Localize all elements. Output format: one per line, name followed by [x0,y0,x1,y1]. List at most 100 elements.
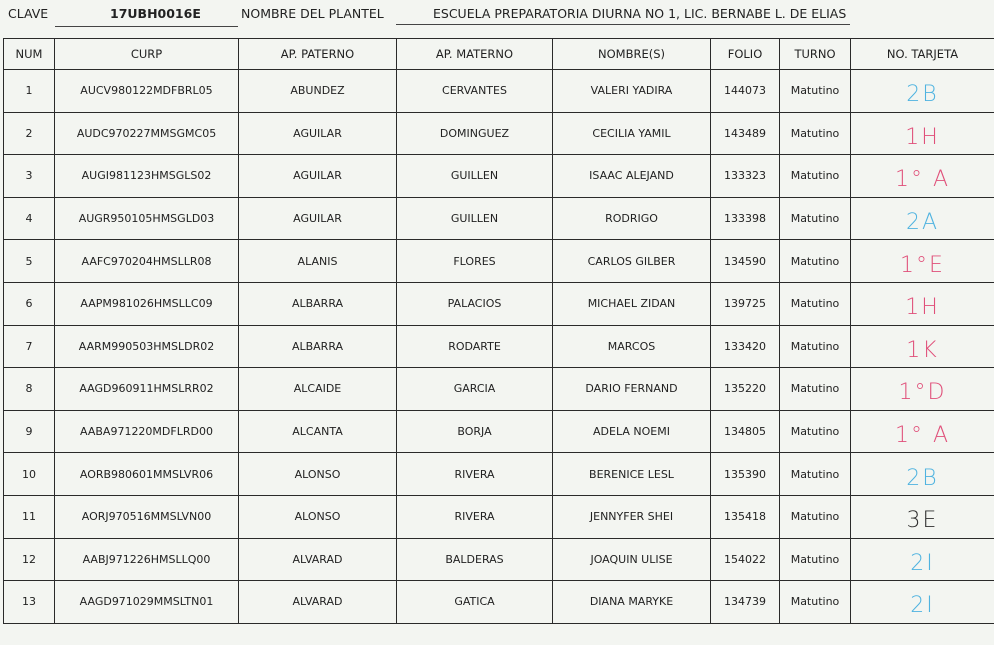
cell-turno: Matutino [779,452,851,496]
cell-paterno: ALVARAD [238,537,397,582]
table-row: 7 AARM990503HMSLDR02 ALBARRA RODARTE MARCOS 1… [3,324,994,369]
cell-curp: AAGD960911HMSLRR02 [54,367,239,411]
table-row: 3 AUGI981123HMSGLS02 AGUILAR GUILLEN ISAAC A… [3,154,994,198]
cell-folio: 144073 [710,69,780,113]
cell-tarjeta: 2B [850,452,994,496]
cell-turno: Matutino [779,367,851,411]
cell-folio: 133398 [710,196,780,241]
cell-nombre: MARCOS [552,324,711,369]
cell-curp: AORJ970516MMSLVN00 [54,494,239,539]
cell-materno: GATICA [396,580,553,624]
col-header-folio: FOLIO [710,38,780,70]
cell-paterno: ALCANTA [238,409,397,454]
col-header-curp: CURP [54,38,239,70]
cell-tarjeta: 1° A [850,154,994,198]
cell-paterno: ALBARRA [238,281,397,326]
cell-materno: RIVERA [396,452,553,496]
cell-curp: AABA971220MDFLRD00 [54,409,239,454]
handwritten-tarjeta: 1°D [898,380,947,406]
cell-paterno: AGUILAR [238,111,397,156]
col-header-tarjeta: NO. TARJETA [850,38,994,70]
cell-num: 9 [3,409,55,454]
cell-folio: 139725 [710,281,780,326]
cell-folio: 135220 [710,367,780,411]
cell-materno: GUILLEN [396,196,553,241]
cell-nombre: DARIO FERNAND [552,367,711,411]
cell-paterno: ALONSO [238,452,397,496]
cell-materno: RIVERA [396,494,553,539]
cell-nombre: CARLOS GILBER [552,239,711,283]
cell-folio: 135390 [710,452,780,496]
cell-num: 7 [3,324,55,369]
cell-curp: AAPM981026HMSLLC09 [54,281,239,326]
table-row: 8 AAGD960911HMSLRR02 ALCAIDE GARCIA DARIO FE… [3,367,994,411]
clave-value: 17UBH0016E [110,6,201,21]
col-header-materno: AP. MATERNO [396,38,553,70]
col-header-turno: TURNO [779,38,851,70]
handwritten-tarjeta: 1° A [894,423,951,449]
plantel-underline [396,24,850,25]
cell-turno: Matutino [779,69,851,113]
cell-turno: Matutino [779,409,851,454]
cell-num: 6 [3,281,55,326]
cell-turno: Matutino [779,324,851,369]
cell-nombre: DIANA MARYKE [552,580,711,624]
clave-label: CLAVE [8,6,49,21]
cell-curp: AUCV980122MDFBRL05 [54,69,239,113]
cell-tarjeta: 1°E [850,239,994,283]
cell-num: 13 [3,580,55,624]
col-header-nombre: NOMBRE(S) [552,38,711,70]
cell-nombre: ISAAC ALEJAND [552,154,711,198]
cell-num: 12 [3,537,55,582]
student-table: NUM CURP AP. PATERNO AP. MATERNO NOMBRE(… [3,38,994,624]
cell-materno: BALDERAS [396,537,553,582]
cell-num: 4 [3,196,55,241]
plantel-value: ESCUELA PREPARATORIA DIURNA NO 1, LIC. B… [433,6,847,21]
cell-nombre: JOAQUIN ULISE [552,537,711,582]
cell-curp: AUDC970227MMSGMC05 [54,111,239,156]
header-row: NUM CURP AP. PATERNO AP. MATERNO NOMBRE(… [3,38,994,70]
cell-turno: Matutino [779,494,851,539]
cell-tarjeta: 1H [850,111,994,156]
handwritten-tarjeta: 1H [905,295,940,321]
cell-turno: Matutino [779,239,851,283]
cell-materno: PALACIOS [396,281,553,326]
table-row: 11 AORJ970516MMSLVN00 ALONSO RIVERA JENNYFER… [3,494,994,539]
table-row: 12 AABJ971226HMSLLQ00 ALVARAD BALDERAS JOAQU… [3,537,994,582]
cell-num: 5 [3,239,55,283]
col-header-paterno: AP. PATERNO [238,38,397,70]
cell-folio: 134590 [710,239,780,283]
cell-materno: DOMINGUEZ [396,111,553,156]
table-row: 2 AUDC970227MMSGMC05 AGUILAR DOMINGUEZ CECIL… [3,111,994,156]
cell-curp: AAGD971029MMSLTN01 [54,580,239,624]
cell-paterno: ALBARRA [238,324,397,369]
cell-folio: 134805 [710,409,780,454]
handwritten-tarjeta: 2I [910,550,935,576]
col-header-num: NUM [3,38,55,70]
cell-materno: GUILLEN [396,154,553,198]
handwritten-tarjeta: 1°E [900,252,945,278]
cell-materno: RODARTE [396,324,553,369]
cell-paterno: ALANIS [238,239,397,283]
cell-tarjeta: 2I [850,537,994,582]
cell-curp: AUGI981123HMSGLS02 [54,154,239,198]
cell-tarjeta: 1H [850,281,994,326]
cell-materno: FLORES [396,239,553,283]
cell-nombre: VALERI YADIRA [552,69,711,113]
cell-turno: Matutino [779,196,851,241]
cell-tarjeta: 2A [850,196,994,241]
cell-num: 11 [3,494,55,539]
cell-curp: AUGR950105HMSGLD03 [54,196,239,241]
table-row: 9 AABA971220MDFLRD00 ALCANTA BORJA ADELA NOE… [3,409,994,454]
cell-nombre: JENNYFER SHEI [552,494,711,539]
cell-materno: BORJA [396,409,553,454]
cell-num: 2 [3,111,55,156]
cell-tarjeta: 1K [850,324,994,369]
cell-nombre: ADELA NOEMI [552,409,711,454]
table-row: 5 AAFC970204HMSLLR08 ALANIS FLORES CARLOS GI… [3,239,994,283]
cell-turno: Matutino [779,154,851,198]
cell-tarjeta: 3E [850,494,994,539]
cell-num: 8 [3,367,55,411]
handwritten-tarjeta: 2B [906,465,939,491]
cell-nombre: CECILIA YAMIL [552,111,711,156]
